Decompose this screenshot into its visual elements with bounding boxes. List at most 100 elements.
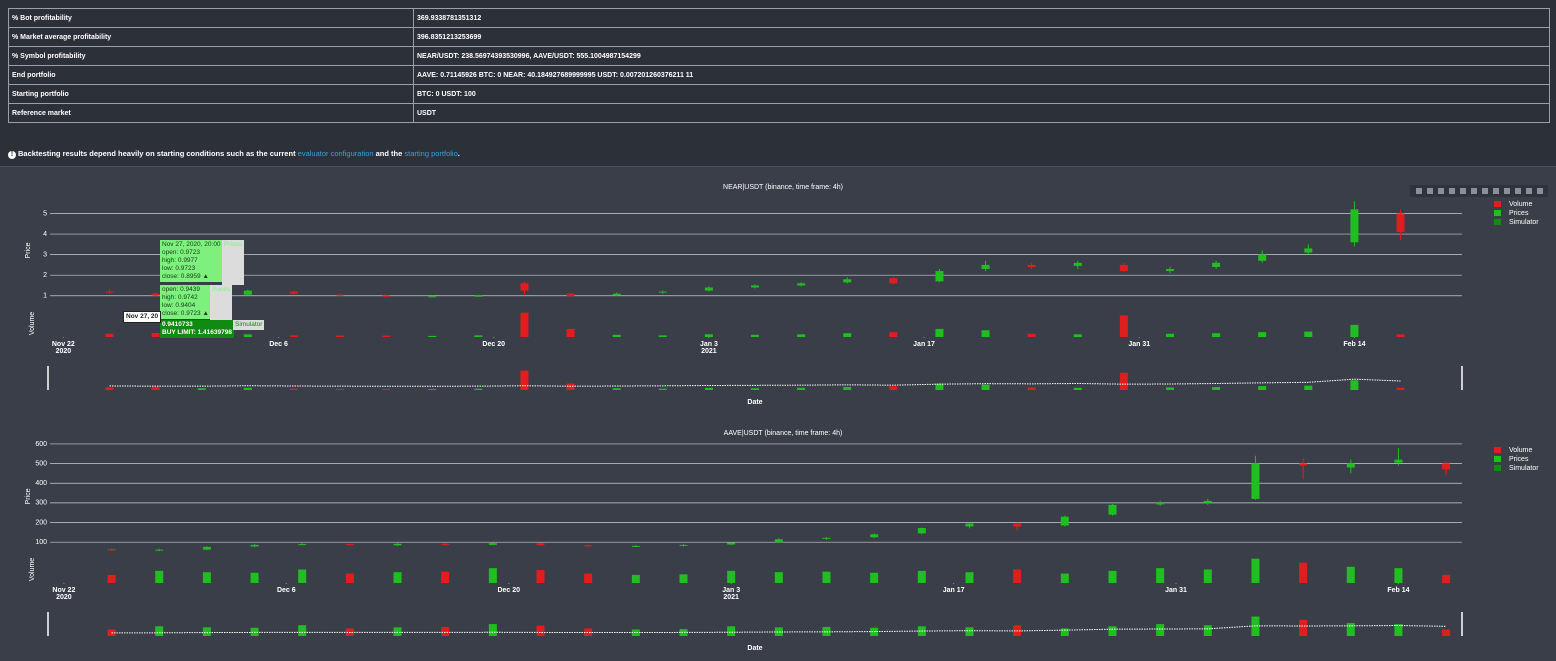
modebar-button[interactable] <box>1438 188 1444 194</box>
slider-volume-bar <box>1299 619 1308 636</box>
modebar-button[interactable] <box>1416 188 1422 194</box>
candle-body <box>441 543 450 545</box>
slider-volume-bar <box>1251 616 1260 636</box>
y-tick-label: 5 <box>43 210 47 217</box>
slider-volume-bar <box>1442 629 1451 636</box>
volume-bar <box>155 570 164 583</box>
slider-volume-bar <box>822 626 831 636</box>
legend-swatch <box>1494 210 1501 216</box>
candle-body <box>243 290 252 295</box>
x-tick-label: Jan 3 <box>722 587 740 594</box>
slider-volume-bar <box>243 387 252 390</box>
hover-line: low: 0.9723 <box>162 265 196 272</box>
modebar <box>1410 185 1548 197</box>
modebar-button[interactable] <box>1493 188 1499 194</box>
legend-label: Volume <box>1509 201 1532 208</box>
candle-body <box>105 291 114 293</box>
slider-volume-bar <box>965 627 974 636</box>
modebar-button[interactable] <box>1471 188 1477 194</box>
y-tick-label: 200 <box>35 519 47 526</box>
slider-volume-bar <box>774 627 783 636</box>
slider-volume-bar <box>1165 387 1174 390</box>
volume-bar <box>298 569 307 583</box>
candle-body <box>107 549 116 551</box>
volume-bar <box>822 571 831 583</box>
candle-body <box>488 543 497 545</box>
candle-body <box>935 271 944 282</box>
volume-bar <box>1251 558 1260 583</box>
slider-volume-bar <box>488 624 497 636</box>
volume-bar <box>243 334 252 337</box>
table-cell: End portfolio <box>8 65 414 85</box>
volume-axis-label: Volume <box>29 558 36 581</box>
volume-bar <box>1396 334 1405 337</box>
x-tick-label: Dec 20 <box>482 341 505 348</box>
modebar-button[interactable] <box>1449 188 1455 194</box>
hover-line: open: 0.9723 <box>162 249 200 256</box>
hover-line: BUY LIMIT: 1.41639798 <box>162 329 232 336</box>
slider-volume-bar <box>1394 624 1403 636</box>
slider-volume-bar <box>1027 387 1036 390</box>
candle-body <box>1073 262 1082 266</box>
x-tick-label: 2020 <box>56 348 72 355</box>
candle-body <box>727 542 736 545</box>
slider-volume-bar <box>889 386 898 390</box>
volume-bar <box>393 572 402 583</box>
modebar-button[interactable] <box>1515 188 1521 194</box>
slider-volume-bar <box>751 388 759 390</box>
slider-volume-bar <box>1396 387 1405 390</box>
modebar-button[interactable] <box>1504 188 1510 194</box>
candle-body <box>1108 504 1117 515</box>
volume-bar <box>345 573 354 583</box>
volume-bar <box>917 570 926 583</box>
volume-bar <box>658 335 667 337</box>
legend-label: Simulator <box>1509 219 1539 226</box>
slider-volume-bar <box>151 386 160 390</box>
volume-bar <box>1442 574 1451 583</box>
slider-volume-bar <box>935 383 944 390</box>
y-tick-label: 3 <box>43 251 47 258</box>
candle-body <box>679 544 688 546</box>
slider-volume-bar <box>105 387 114 390</box>
volume-bar <box>441 571 450 583</box>
hover-line: open: 0.9439 <box>162 286 200 293</box>
volume-bar <box>1258 332 1267 337</box>
link[interactable]: evaluator configuration <box>297 149 374 158</box>
candle-body <box>1027 264 1036 267</box>
candle-body <box>202 546 211 550</box>
link[interactable]: starting portfolio <box>404 149 458 158</box>
candle-body <box>298 544 307 546</box>
slider-volume-bar <box>197 388 206 390</box>
chart: AAVE|USDT (binance, time frame: 4h) Price… <box>25 430 1539 652</box>
y-tick-label: 4 <box>43 231 47 238</box>
y-tick-label: 400 <box>35 480 47 487</box>
table-cell: 369.9338781351312 <box>413 8 1550 28</box>
volume-bar <box>382 335 391 337</box>
modebar-button[interactable] <box>1427 188 1433 194</box>
legend-swatch <box>1494 456 1501 462</box>
slider-handle[interactable] <box>47 612 1463 636</box>
hover-name: Prices <box>222 240 245 285</box>
volume-bar <box>520 312 529 337</box>
table-cell: BTC: 0 USDT: 100 <box>413 84 1550 104</box>
modebar-button[interactable] <box>1482 188 1488 194</box>
volume-bar <box>428 335 437 337</box>
slider-volume-bar <box>631 629 640 636</box>
candle-body <box>965 523 974 527</box>
volume-bar <box>1073 334 1082 337</box>
slider-volume-bar <box>704 387 713 390</box>
volume-bar <box>1350 324 1359 337</box>
slider-price-line <box>109 378 1401 387</box>
modebar-button[interactable] <box>1526 188 1532 194</box>
modebar-button[interactable] <box>1460 188 1466 194</box>
volume-bar <box>631 574 640 583</box>
hover-name: Simulator <box>233 320 265 330</box>
table-row: % Bot profitability 369.9338781351312 <box>8 8 1550 28</box>
slider-volume-bar <box>1073 387 1082 390</box>
table-cell: % Bot profitability <box>8 8 414 28</box>
candle-body <box>1350 209 1359 243</box>
modebar-button[interactable] <box>1537 188 1543 194</box>
y-axis-label: Price <box>25 242 32 258</box>
x-tick-label: Nov 22 <box>52 587 75 594</box>
slider-handle[interactable] <box>47 366 1463 390</box>
